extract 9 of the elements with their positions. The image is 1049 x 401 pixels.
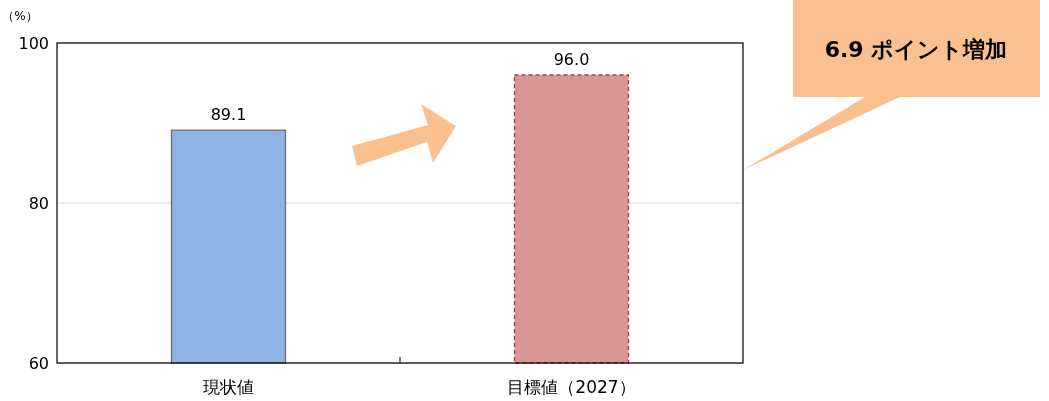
y-tick-label: 80: [28, 194, 49, 213]
y-tick-label: 100: [18, 34, 49, 53]
y-axis-title: （%）: [2, 9, 38, 23]
data-label: 89.1: [210, 105, 247, 125]
x-tick-label: 目標値（2027）: [507, 377, 636, 397]
data-label: 96.0: [553, 50, 590, 69]
text: 6.9 ポイント増加: [824, 37, 1008, 62]
y-tick-label: 60: [28, 354, 49, 373]
x-tick-label: 現状値: [203, 377, 254, 397]
